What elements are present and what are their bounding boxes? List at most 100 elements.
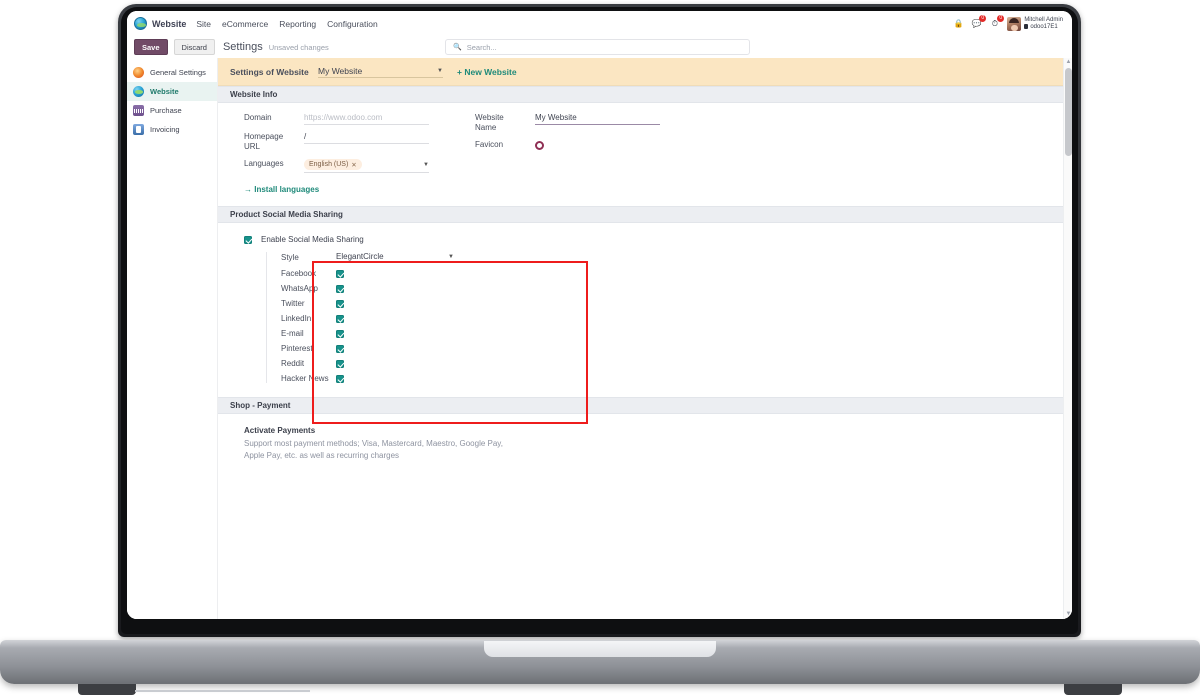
user-info: Mitchell Admin odoo17E1 (1024, 17, 1063, 31)
label-twitter: Twitter (281, 299, 305, 308)
social-sharing-panel: Enable Social Media Sharing Style Elegan… (218, 223, 1072, 397)
section-title-shop-payment: Shop - Payment (230, 401, 291, 410)
app-topbar: Website Site eCommerce Reporting Configu… (127, 11, 1072, 36)
activities-icon[interactable]: ⏱ 0 (989, 15, 1005, 29)
label-favicon: Favicon (475, 140, 504, 149)
menu-item-site[interactable]: Site (196, 18, 211, 29)
input-website-name[interactable]: My Website (535, 113, 660, 125)
page-title: Settings (222, 41, 263, 53)
label-pinterest: Pinterest (281, 344, 313, 353)
website-selector[interactable]: My Website ▼ (318, 66, 443, 78)
section-header-shop-payment: Shop - Payment (218, 397, 1072, 414)
website-info-columns: Domain https://www.odoo.com Homepage URL… (244, 113, 1060, 194)
favicon-image[interactable] (535, 141, 544, 150)
sidebar-label-website: Website (150, 87, 179, 96)
close-icon[interactable]: ✕ (351, 161, 357, 169)
label-website-name: Website Name (475, 113, 504, 132)
settings-of-website-label: Settings of Website (230, 66, 309, 77)
scroll-up-icon[interactable]: ▲ (1065, 59, 1072, 65)
label-reddit: Reddit (281, 359, 305, 368)
platform-row-hacker-news: Hacker News (281, 374, 1060, 383)
messages-icon[interactable]: 💬 0 (971, 15, 987, 29)
new-website-button[interactable]: + New Website (457, 66, 517, 77)
scrollbar-thumb[interactable] (1065, 68, 1072, 156)
checkbox-facebook[interactable] (336, 269, 344, 278)
sidebar-item-purchase[interactable]: Purchase (127, 101, 217, 120)
invoicing-icon (133, 124, 144, 135)
social-options: Style ElegantCircle ▼ Facebook (266, 252, 1060, 383)
user-database-label: odoo17E1 (1030, 23, 1058, 30)
save-button[interactable]: Save (134, 39, 168, 55)
enable-social-sharing-checkbox[interactable] (244, 235, 252, 244)
menu-item-reporting[interactable]: Reporting (279, 18, 317, 29)
search-placeholder: Search... (466, 42, 497, 52)
checkbox-reddit[interactable] (336, 359, 344, 368)
checkbox-pinterest[interactable] (336, 344, 344, 353)
checkbox-email[interactable] (336, 329, 344, 338)
input-languages[interactable]: English (US) ✕ ▼ (304, 159, 429, 173)
activate-payments-title: Activate Payments (244, 426, 316, 435)
label-linkedin: LinkedIn (281, 314, 312, 323)
website-info-left-column: Domain https://www.odoo.com Homepage URL… (244, 113, 429, 194)
platform-row-linkedin: LinkedIn (281, 314, 1060, 323)
section-title-website-info: Website Info (230, 90, 278, 99)
user-menu[interactable]: Mitchell Admin odoo17E1 (1007, 16, 1063, 31)
laptop-foot-right (1064, 684, 1122, 695)
laptop-base-notch (484, 641, 716, 657)
general-settings-icon (133, 67, 144, 78)
topbar-right: 🔒 💬 0 ⏱ 0 Mitchell Admin odoo17E1 (953, 15, 1065, 31)
website-selector-value: My Website (318, 65, 363, 76)
sidebar-item-website[interactable]: Website (127, 82, 217, 101)
input-homepage-url[interactable]: / (304, 132, 429, 144)
label-email: E-mail (281, 329, 304, 338)
activate-payments-description: Support most payment methods; Visa, Mast… (244, 439, 503, 460)
scroll-down-icon[interactable]: ▼ (1065, 611, 1072, 617)
settings-header-banner: Settings of Website My Website ▼ + New W… (218, 58, 1072, 86)
bag-icon[interactable]: 🔒 (953, 19, 964, 28)
activities-badge: 0 (997, 15, 1005, 22)
style-row: Style ElegantCircle ▼ (281, 252, 1060, 263)
enable-social-sharing-row: Enable Social Media Sharing (244, 235, 1060, 244)
platform-row-facebook: Facebook (281, 269, 1060, 278)
checkbox-hacker-news[interactable] (336, 374, 344, 383)
style-select[interactable]: ElegantCircle ▼ (336, 252, 454, 263)
checkbox-twitter[interactable] (336, 299, 344, 308)
settings-content: Settings of Website My Website ▼ + New W… (218, 58, 1072, 619)
menu-item-ecommerce[interactable]: eCommerce (222, 18, 269, 29)
platform-row-whatsapp: WhatsApp (281, 284, 1060, 293)
field-website-name: Website Name My Website (475, 113, 660, 133)
menu-item-configuration[interactable]: Configuration (327, 18, 378, 29)
content-bottom-fade (218, 605, 1063, 619)
checkbox-whatsapp[interactable] (336, 284, 344, 293)
sidebar-label-invoicing: Invoicing (150, 125, 180, 134)
search-input[interactable]: 🔍 Search... (445, 39, 750, 55)
user-name: Mitchell Admin (1024, 16, 1063, 23)
field-languages: Languages English (US) ✕ ▼ (244, 159, 429, 173)
sidebar-item-invoicing[interactable]: Invoicing (127, 120, 217, 139)
checkbox-linkedin[interactable] (336, 314, 344, 323)
website-info-right-column: Website Name My Website Favicon (475, 113, 660, 194)
chevron-down-icon: ▼ (448, 253, 454, 260)
input-domain[interactable]: https://www.odoo.com (304, 113, 429, 125)
brand[interactable]: Website (134, 17, 186, 30)
label-languages: Languages (244, 159, 284, 168)
content-scrollbar[interactable]: ▲ ▼ (1063, 58, 1072, 619)
label-homepage-url: Homepage URL (244, 132, 284, 151)
sidebar-item-general-settings[interactable]: General Settings (127, 63, 217, 82)
app-body: General Settings Website Purchase Invoic… (127, 58, 1072, 619)
platform-row-twitter: Twitter (281, 299, 1060, 308)
label-domain: Domain (244, 113, 272, 122)
website-info-panel: Domain https://www.odoo.com Homepage URL… (218, 103, 1072, 206)
language-tag[interactable]: English (US) ✕ (304, 159, 362, 170)
laptop-foot-left (78, 684, 136, 695)
platform-row-pinterest: Pinterest (281, 344, 1060, 353)
user-database: odoo17E1 (1024, 24, 1063, 31)
control-panel: Save Discard Settings Unsaved changes 🔍 … (127, 36, 1072, 58)
field-favicon: Favicon (475, 140, 660, 150)
section-header-social: Product Social Media Sharing (218, 206, 1072, 223)
discard-button[interactable]: Discard (173, 39, 215, 55)
chevron-down-icon: ▼ (437, 67, 443, 74)
field-domain: Domain https://www.odoo.com (244, 113, 429, 125)
install-languages-link[interactable]: → Install languages (244, 185, 320, 194)
